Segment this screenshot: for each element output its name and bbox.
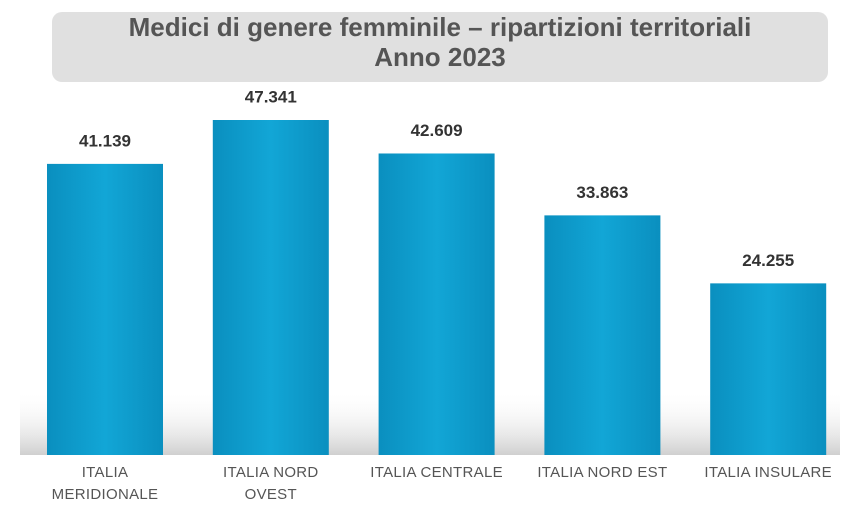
bar <box>544 215 661 455</box>
chart-title: Medici di genere femminile – ripartizion… <box>128 12 752 42</box>
x-tick-label: ITALIA NORD OVEST <box>223 464 319 503</box>
title-box <box>52 12 828 82</box>
value-label: 41.139 <box>79 131 131 150</box>
bar <box>378 153 495 455</box>
bar <box>212 120 329 455</box>
bar <box>710 283 827 455</box>
x-tick-label: ITALIA INSULARE <box>704 464 832 481</box>
value-label: 47.341 <box>245 87 297 106</box>
value-label: 24.255 <box>742 251 794 270</box>
x-tick-label: ITALIA CENTRALE <box>370 464 503 481</box>
bar <box>47 163 163 455</box>
title-block: Medici di genere femminile – ripartizion… <box>52 12 828 72</box>
chart-subtitle: Anno 2023 <box>374 42 506 72</box>
value-label: 42.609 <box>411 121 463 140</box>
x-tick-label: ITALIA NORD EST <box>537 464 668 481</box>
x-tick-label: ITALIA MERIDIONALE <box>51 464 159 503</box>
value-label: 33.863 <box>576 183 628 202</box>
